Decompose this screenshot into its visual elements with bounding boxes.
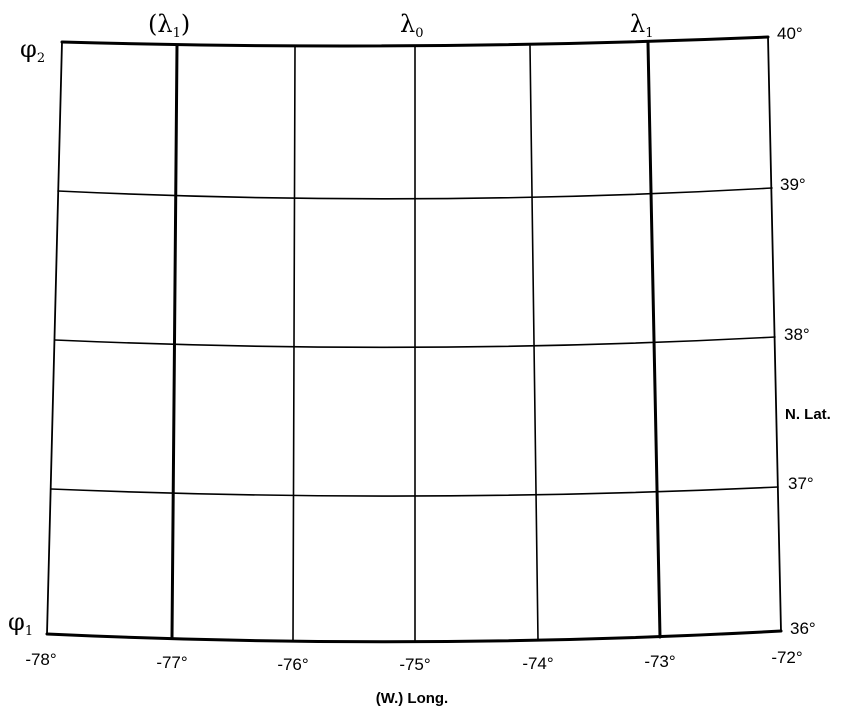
lon-label-72: -72° (771, 648, 802, 667)
meridian-78 (46, 41, 63, 635)
meridian-77 (170, 43, 179, 640)
meridian-74 (529, 45, 539, 641)
lon-label-76: -76° (277, 655, 308, 674)
meridian-72 (767, 36, 782, 632)
lat-label-39: 39° (780, 175, 806, 194)
phi-1-label: φ1 (8, 608, 33, 639)
y-axis-title: N. Lat. (785, 406, 831, 423)
phi-2-label: φ2 (20, 35, 45, 66)
lon-label-77: -77° (156, 653, 187, 672)
lat-label-37: 37° (788, 474, 814, 493)
lon-label-78: -78° (25, 650, 56, 669)
meridian-76 (292, 46, 296, 642)
lon-label-75: -75° (399, 655, 430, 674)
parallel-36 (45, 629, 783, 644)
parallel-40 (60, 35, 770, 48)
lat-label-40: 40° (777, 24, 803, 43)
lat-label-36: 36° (790, 619, 816, 638)
lat-label-38: 38° (784, 325, 810, 344)
lon-label-73: -73° (644, 652, 675, 671)
lambda-0-label: λ0 (400, 10, 424, 41)
meridian-73 (646, 41, 662, 639)
lambda-1-label: λ1 (630, 10, 654, 41)
lambda-1-paren-label: (λ1) (148, 10, 190, 41)
x-axis-title: (W.) Long. (376, 690, 448, 707)
lon-label-74: -74° (522, 654, 553, 673)
